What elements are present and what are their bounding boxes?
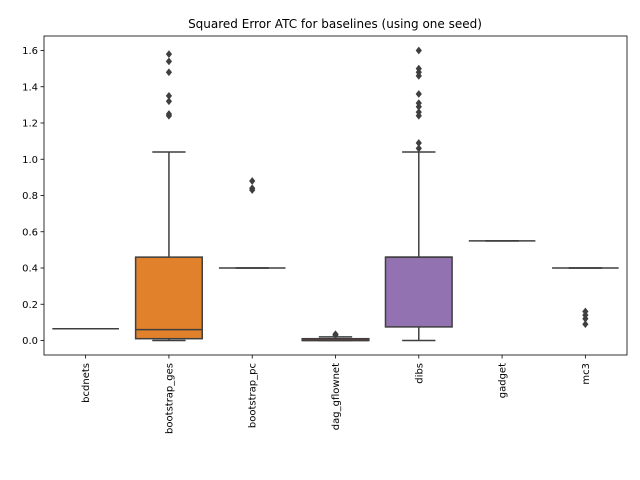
plot-frame (43, 35, 628, 356)
outlier-point (332, 330, 339, 338)
outlier-point (165, 50, 173, 58)
outlier-point (165, 68, 173, 77)
box (134, 256, 203, 340)
box-group-dag_gflownet (301, 330, 370, 342)
outlier-point (249, 184, 256, 193)
plot-area (52, 46, 619, 342)
x-tick-label: gadget (498, 363, 509, 398)
x-axis: bcdnets bootstrap_ges bootstrap_pc dag_gflo… (81, 355, 592, 434)
x-tick-label: bcdnets (81, 363, 92, 403)
box (384, 256, 453, 328)
x-tick-label: dibs (414, 363, 425, 384)
x-tick-label: dag_gflownet (331, 363, 342, 430)
outlier-point (582, 307, 589, 316)
y-tick-label: 1.2 (22, 119, 38, 130)
outlier-point (415, 64, 422, 73)
outlier-point (415, 139, 422, 147)
y-tick-label: 0.8 (22, 191, 38, 202)
outlier-point (582, 320, 589, 329)
box-group-bootstrap_pc (218, 177, 286, 269)
outlier-point (165, 91, 173, 100)
box-group-dibs (384, 46, 453, 342)
outlier-point (415, 46, 422, 55)
outlier-point (165, 57, 173, 66)
outlier-point (415, 90, 422, 98)
outlier-point (415, 99, 422, 107)
box-group-bootstrap_ges (134, 50, 203, 342)
outlier-point (165, 110, 173, 118)
y-axis: 0.0 0.2 0.4 0.6 0.8 1.0 1.2 1.4 1.6 (22, 46, 44, 347)
y-tick-label: 0.0 (22, 336, 38, 347)
y-tick-label: 1.6 (22, 46, 38, 57)
chart-title: Squared Error ATC for baselines (using o… (188, 17, 482, 31)
y-tick-label: 1.4 (22, 82, 38, 93)
y-tick-label: 0.4 (22, 264, 38, 275)
y-tick-label: 0.6 (22, 227, 38, 238)
x-tick-label: bootstrap_ges (164, 363, 175, 434)
y-tick-label: 1.0 (22, 155, 38, 166)
x-tick-label: bootstrap_pc (248, 363, 259, 428)
outlier-point (415, 108, 422, 116)
x-tick-label: mc3 (581, 363, 592, 385)
outlier-point (165, 97, 173, 106)
y-tick-label: 0.2 (22, 300, 38, 311)
box-group-mc3 (552, 267, 619, 329)
outlier-point (415, 144, 422, 153)
outlier-point (249, 177, 256, 185)
